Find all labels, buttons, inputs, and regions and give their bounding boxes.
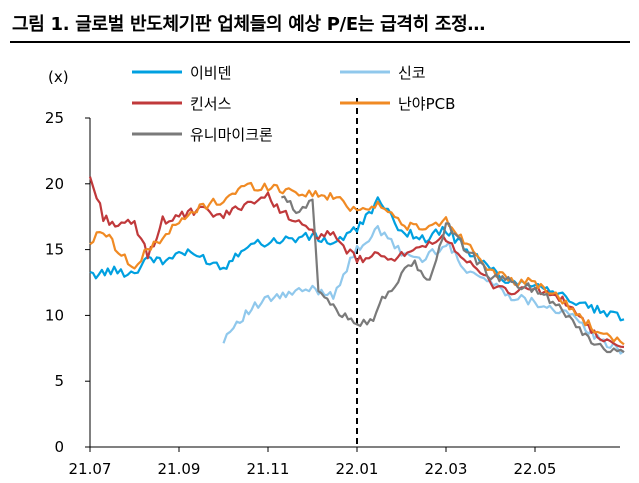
chart-series: [88, 176, 625, 355]
y-tick-label: 15: [45, 241, 64, 259]
x-tick-label: 21.11: [247, 460, 290, 478]
legend-label: 이비덴: [190, 64, 231, 82]
y-unit-label: (x): [48, 68, 69, 86]
y-tick-label: 5: [54, 372, 64, 390]
series-line-2: [222, 225, 625, 355]
y-tick-label: 10: [45, 306, 64, 324]
x-tick-label: 22.03: [425, 460, 468, 478]
x-axis-ticks: 21.07 21.09 21.11 22.01 22.03 22.05: [69, 447, 557, 478]
y-tick-label: 0: [54, 438, 64, 456]
legend-label: 유니마이크론: [190, 126, 273, 144]
x-tick-label: 22.05: [514, 460, 557, 478]
x-tick-label: 21.09: [158, 460, 201, 478]
x-tick-label: 22.01: [336, 460, 379, 478]
legend-label: 난야PCB: [398, 95, 455, 113]
series-line-5: [281, 195, 625, 354]
series-line-1: [89, 196, 625, 322]
y-axis-ticks: 0 5 10 15 20 25: [45, 109, 90, 456]
chart-axes: [89, 98, 620, 448]
y-tick-label: 20: [45, 175, 64, 193]
series-line-4: [89, 181, 625, 346]
title-underline: [10, 41, 630, 43]
y-tick-label: 25: [45, 109, 64, 127]
legend-label: 킨서스: [190, 95, 232, 113]
legend-label: 신코: [398, 64, 426, 82]
chart-title: 그림 1. 글로벌 반도체기판 업체들의 예상 P/E는 급격히 조정…: [12, 14, 486, 35]
x-tick-label: 21.07: [69, 460, 112, 478]
